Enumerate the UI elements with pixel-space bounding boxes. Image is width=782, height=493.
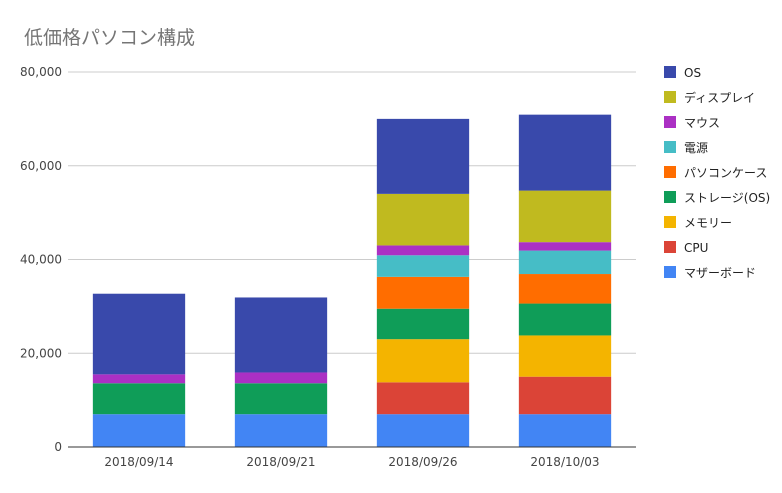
- bar-segment[interactable]: [518, 250, 612, 275]
- bar-segment[interactable]: [518, 242, 612, 251]
- bar-segment[interactable]: [376, 193, 470, 246]
- legend-item[interactable]: メモリー: [664, 216, 732, 230]
- legend-label: CPU: [684, 241, 708, 255]
- bar-segment[interactable]: [376, 276, 470, 309]
- bar-segment[interactable]: [518, 335, 612, 377]
- bar-segment[interactable]: [92, 383, 186, 415]
- bars: [92, 114, 612, 447]
- bar-segment[interactable]: [518, 274, 612, 304]
- x-tick-label: 2018/09/26: [388, 455, 457, 469]
- bar-segment[interactable]: [234, 414, 328, 447]
- bar-stack[interactable]: [92, 293, 186, 447]
- legend-swatch: [664, 66, 676, 78]
- bar-segment[interactable]: [234, 372, 328, 384]
- bar-segment[interactable]: [518, 376, 612, 415]
- bar-segment[interactable]: [92, 374, 186, 384]
- y-tick-label: 40,000: [20, 253, 62, 267]
- legend-item[interactable]: OS: [664, 66, 701, 80]
- legend-label: ディスプレイ: [684, 90, 755, 105]
- y-tick-label: 20,000: [20, 346, 62, 360]
- legend-swatch: [664, 166, 676, 178]
- bar-segment[interactable]: [376, 308, 470, 340]
- legend-swatch: [664, 91, 676, 103]
- bar-segment[interactable]: [376, 118, 470, 194]
- y-tick-label: 60,000: [20, 159, 62, 173]
- bar-segment[interactable]: [518, 414, 612, 447]
- legend-label: OS: [684, 66, 701, 80]
- legend-item[interactable]: CPU: [664, 241, 708, 255]
- bar-segment[interactable]: [92, 414, 186, 447]
- legend-label: メモリー: [684, 216, 732, 230]
- bar-stack[interactable]: [234, 297, 328, 447]
- legend-label: ストレージ(OS): [684, 191, 770, 205]
- bar-segment[interactable]: [234, 383, 328, 415]
- legend-item[interactable]: マウス: [664, 116, 720, 130]
- legend-swatch: [664, 266, 676, 278]
- bar-segment[interactable]: [376, 382, 470, 415]
- legend-label: パソコンケース: [684, 166, 767, 180]
- legend-label: マウス: [684, 116, 720, 130]
- bar-segment[interactable]: [376, 245, 470, 256]
- x-tick-label: 2018/10/03: [530, 455, 599, 469]
- bar-segment[interactable]: [518, 114, 612, 191]
- legend-item[interactable]: 電源: [664, 141, 708, 155]
- legend-item[interactable]: ストレージ(OS): [664, 191, 770, 205]
- legend-item[interactable]: マザーボード: [664, 266, 756, 280]
- x-tick-label: 2018/09/14: [104, 455, 173, 469]
- bar-segment[interactable]: [376, 339, 470, 383]
- legend-swatch: [664, 141, 676, 153]
- y-tick-label: 80,000: [20, 65, 62, 79]
- bar-segment[interactable]: [376, 255, 470, 277]
- bar-stack[interactable]: [376, 118, 470, 447]
- chart-title: 低価格パソコン構成: [24, 27, 195, 49]
- legend-swatch: [664, 216, 676, 228]
- legend-swatch: [664, 116, 676, 128]
- legend-swatch: [664, 191, 676, 203]
- bar-segment[interactable]: [234, 297, 328, 373]
- legend-label: マザーボード: [684, 266, 756, 280]
- legend-label: 電源: [684, 141, 708, 155]
- legend-item[interactable]: パソコンケース: [664, 166, 767, 180]
- bar-segment[interactable]: [92, 293, 186, 375]
- bar-segment[interactable]: [376, 414, 470, 447]
- legend-item[interactable]: ディスプレイ: [664, 90, 755, 105]
- bar-stack[interactable]: [518, 114, 612, 447]
- bar-segment[interactable]: [518, 190, 612, 243]
- x-tick-label: 2018/09/21: [246, 455, 315, 469]
- legend-swatch: [664, 241, 676, 253]
- bar-segment[interactable]: [518, 303, 612, 336]
- axes: 0 20,000 40,000 60,000 80,000 2018/09/14 2018/…: [20, 65, 636, 469]
- y-tick-label: 0: [54, 440, 62, 454]
